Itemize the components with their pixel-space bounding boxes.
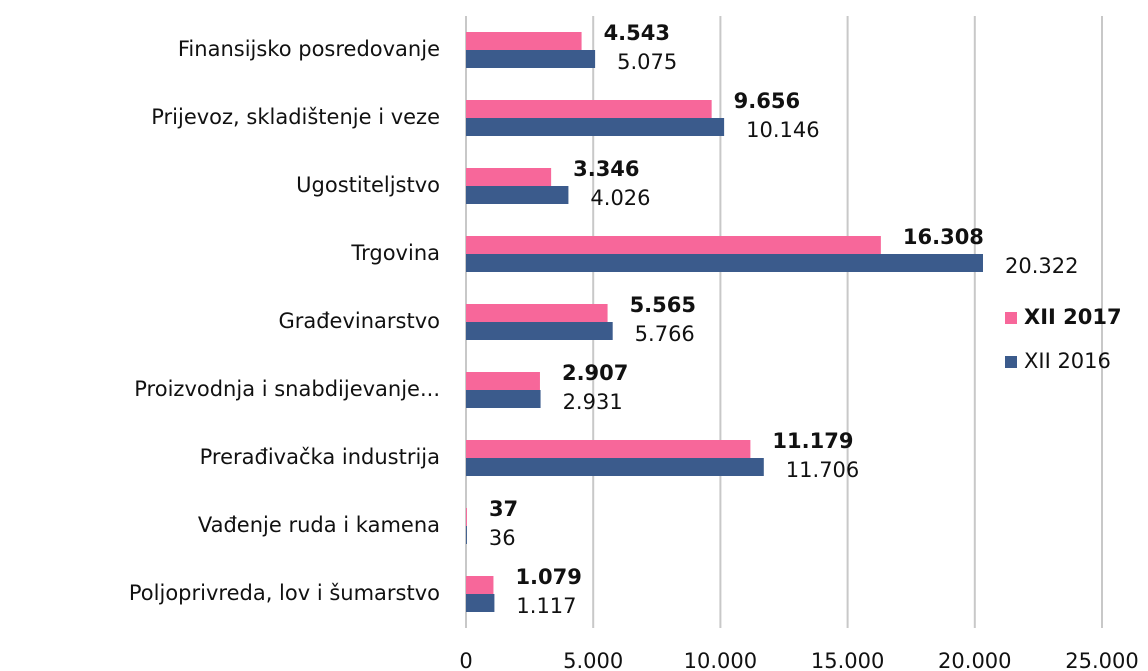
bar bbox=[466, 186, 569, 204]
legend-label: XII 2017 bbox=[1024, 305, 1122, 329]
bar bbox=[466, 440, 751, 458]
x-tick-label: 20.000 bbox=[938, 649, 1011, 671]
x-tick-label: 10.000 bbox=[684, 649, 757, 671]
bar bbox=[466, 32, 582, 50]
legend-swatch bbox=[1005, 356, 1017, 368]
data-label: 5.565 bbox=[630, 293, 696, 317]
bar bbox=[466, 236, 881, 254]
data-label: 20.322 bbox=[1005, 254, 1078, 278]
bar bbox=[466, 390, 541, 408]
bar bbox=[466, 508, 467, 526]
bar bbox=[466, 322, 613, 340]
bar bbox=[466, 594, 495, 612]
bar bbox=[466, 168, 552, 186]
data-label: 11.179 bbox=[772, 429, 853, 453]
data-label: 2.907 bbox=[562, 361, 628, 385]
bar bbox=[466, 526, 467, 544]
x-tick-label: 0 bbox=[459, 649, 472, 671]
bar bbox=[466, 118, 725, 136]
y-tick-label: Finansijsko posredovanje bbox=[178, 37, 440, 61]
data-label: 37 bbox=[489, 497, 518, 521]
data-label: 36 bbox=[489, 526, 516, 550]
data-label: 5.075 bbox=[617, 50, 677, 74]
bar bbox=[466, 50, 596, 68]
data-label: 5.766 bbox=[635, 322, 695, 346]
data-label: 10.146 bbox=[746, 118, 819, 142]
y-tick-label: Poljoprivreda, lov i šumarstvo bbox=[129, 581, 440, 605]
data-label: 9.656 bbox=[734, 89, 800, 113]
bar bbox=[466, 100, 712, 118]
data-label: 4.026 bbox=[590, 186, 650, 210]
y-tick-label: Ugostiteljstvo bbox=[296, 173, 440, 197]
data-label: 4.543 bbox=[604, 21, 670, 45]
y-tick-label: Građevinarstvo bbox=[278, 309, 440, 333]
bar bbox=[466, 304, 608, 322]
x-tick-label: 5.000 bbox=[563, 649, 623, 671]
data-label: 1.079 bbox=[515, 565, 581, 589]
bar bbox=[466, 372, 540, 390]
bar bbox=[466, 254, 983, 272]
y-tick-label: Vađenje ruda i kamena bbox=[198, 513, 440, 537]
y-tick-label: Prerađivačka industrija bbox=[200, 445, 440, 469]
y-tick-label: Proizvodnja i snabdijevanje... bbox=[134, 377, 440, 401]
legend-swatch bbox=[1005, 312, 1017, 324]
legend-label: XII 2016 bbox=[1024, 349, 1111, 373]
bar bbox=[466, 576, 494, 594]
data-label: 16.308 bbox=[903, 225, 984, 249]
x-tick-label: 25.000 bbox=[1065, 649, 1138, 671]
y-tick-label: Trgovina bbox=[350, 241, 440, 265]
data-label: 3.346 bbox=[573, 157, 639, 181]
data-label: 11.706 bbox=[786, 458, 859, 482]
bar bbox=[466, 458, 764, 476]
data-label: 2.931 bbox=[563, 390, 623, 414]
y-tick-label: Prijevoz, skladištenje i veze bbox=[151, 105, 440, 129]
data-label: 1.117 bbox=[516, 594, 576, 618]
x-tick-label: 15.000 bbox=[811, 649, 884, 671]
